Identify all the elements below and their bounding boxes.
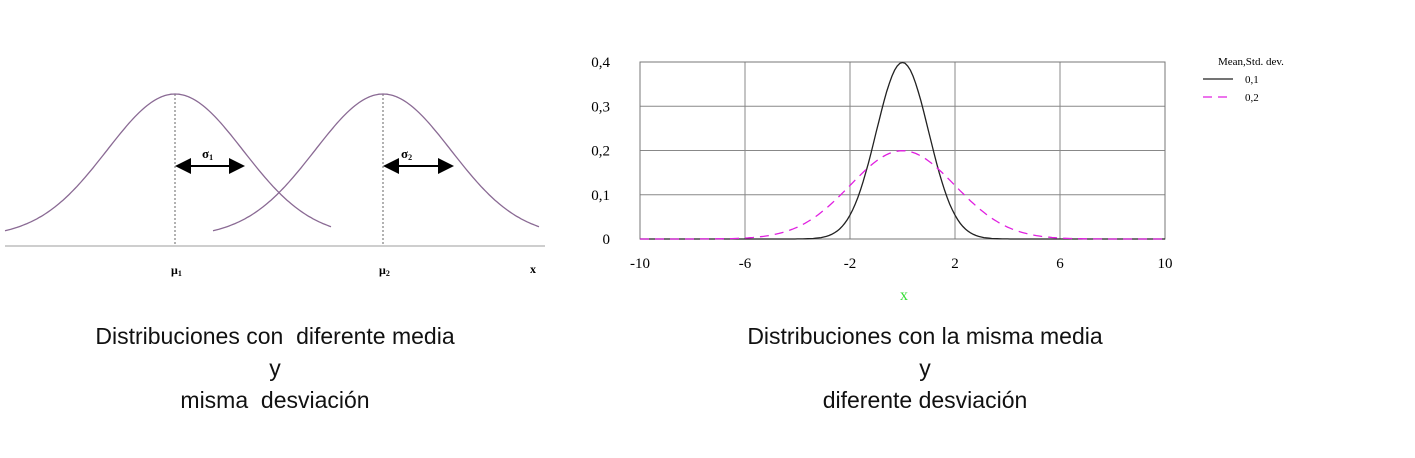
caption-right: Distribuciones con la misma media y dife… xyxy=(747,323,1103,413)
sigma2-symbol: σ xyxy=(401,146,408,161)
sigma1-symbol: σ xyxy=(202,146,209,161)
series-line-0-1 xyxy=(640,61,1165,240)
x-tick-labels: -10 -6 -2 2 6 10 xyxy=(630,256,1173,272)
mu1-symbol: μ xyxy=(171,263,178,277)
sigma2-label: σ2 xyxy=(401,146,412,162)
caption-left: Distribuciones con diferente media y mis… xyxy=(95,323,455,413)
y-tick-label: 0,4 xyxy=(591,55,610,71)
y-tick-label: 0,1 xyxy=(591,188,610,204)
x-tick-label: -10 xyxy=(630,256,650,272)
mu2-symbol: μ xyxy=(379,263,386,277)
legend-label-0-2: 0,2 xyxy=(1245,92,1259,104)
x-tick-label: 2 xyxy=(951,256,959,272)
x-tick-label: 6 xyxy=(1056,256,1064,272)
mu2-subscript: 2 xyxy=(386,269,390,278)
y-tick-labels: 0 0,1 0,2 0,3 0,4 xyxy=(591,55,610,248)
legend-label-0-1: 0,1 xyxy=(1245,74,1259,86)
x-axis-label: x xyxy=(530,262,536,276)
sigma1-subscript: 1 xyxy=(209,153,213,162)
legend-title: Mean,Std. dev. xyxy=(1218,56,1284,68)
series-line-0-2 xyxy=(640,150,1165,240)
curve-mu2 xyxy=(212,93,540,232)
different-std-chart: 0 0,1 0,2 0,3 0,4 -10 -6 -2 2 6 10 x Mean,Std. de… xyxy=(591,55,1284,304)
curve-mu1 xyxy=(4,93,332,232)
x-tick-label: 10 xyxy=(1158,256,1173,272)
right-x-axis-label: x xyxy=(900,287,908,304)
sigma2-subscript: 2 xyxy=(408,153,412,162)
legend: Mean,Std. dev. 0,1 0,2 xyxy=(1203,56,1284,104)
sigma1-label: σ1 xyxy=(202,146,213,162)
y-tick-label: 0 xyxy=(603,232,611,248)
y-tick-label: 0,3 xyxy=(591,99,610,115)
mu1-label: μ1 xyxy=(171,263,182,278)
x-tick-label: -2 xyxy=(844,256,857,272)
mu2-label: μ2 xyxy=(379,263,390,278)
y-tick-label: 0,2 xyxy=(591,144,610,160)
mu1-subscript: 1 xyxy=(178,269,182,278)
different-means-chart: σ1 σ2 μ1 μ2 x xyxy=(4,93,545,278)
x-tick-label: -6 xyxy=(739,256,752,272)
